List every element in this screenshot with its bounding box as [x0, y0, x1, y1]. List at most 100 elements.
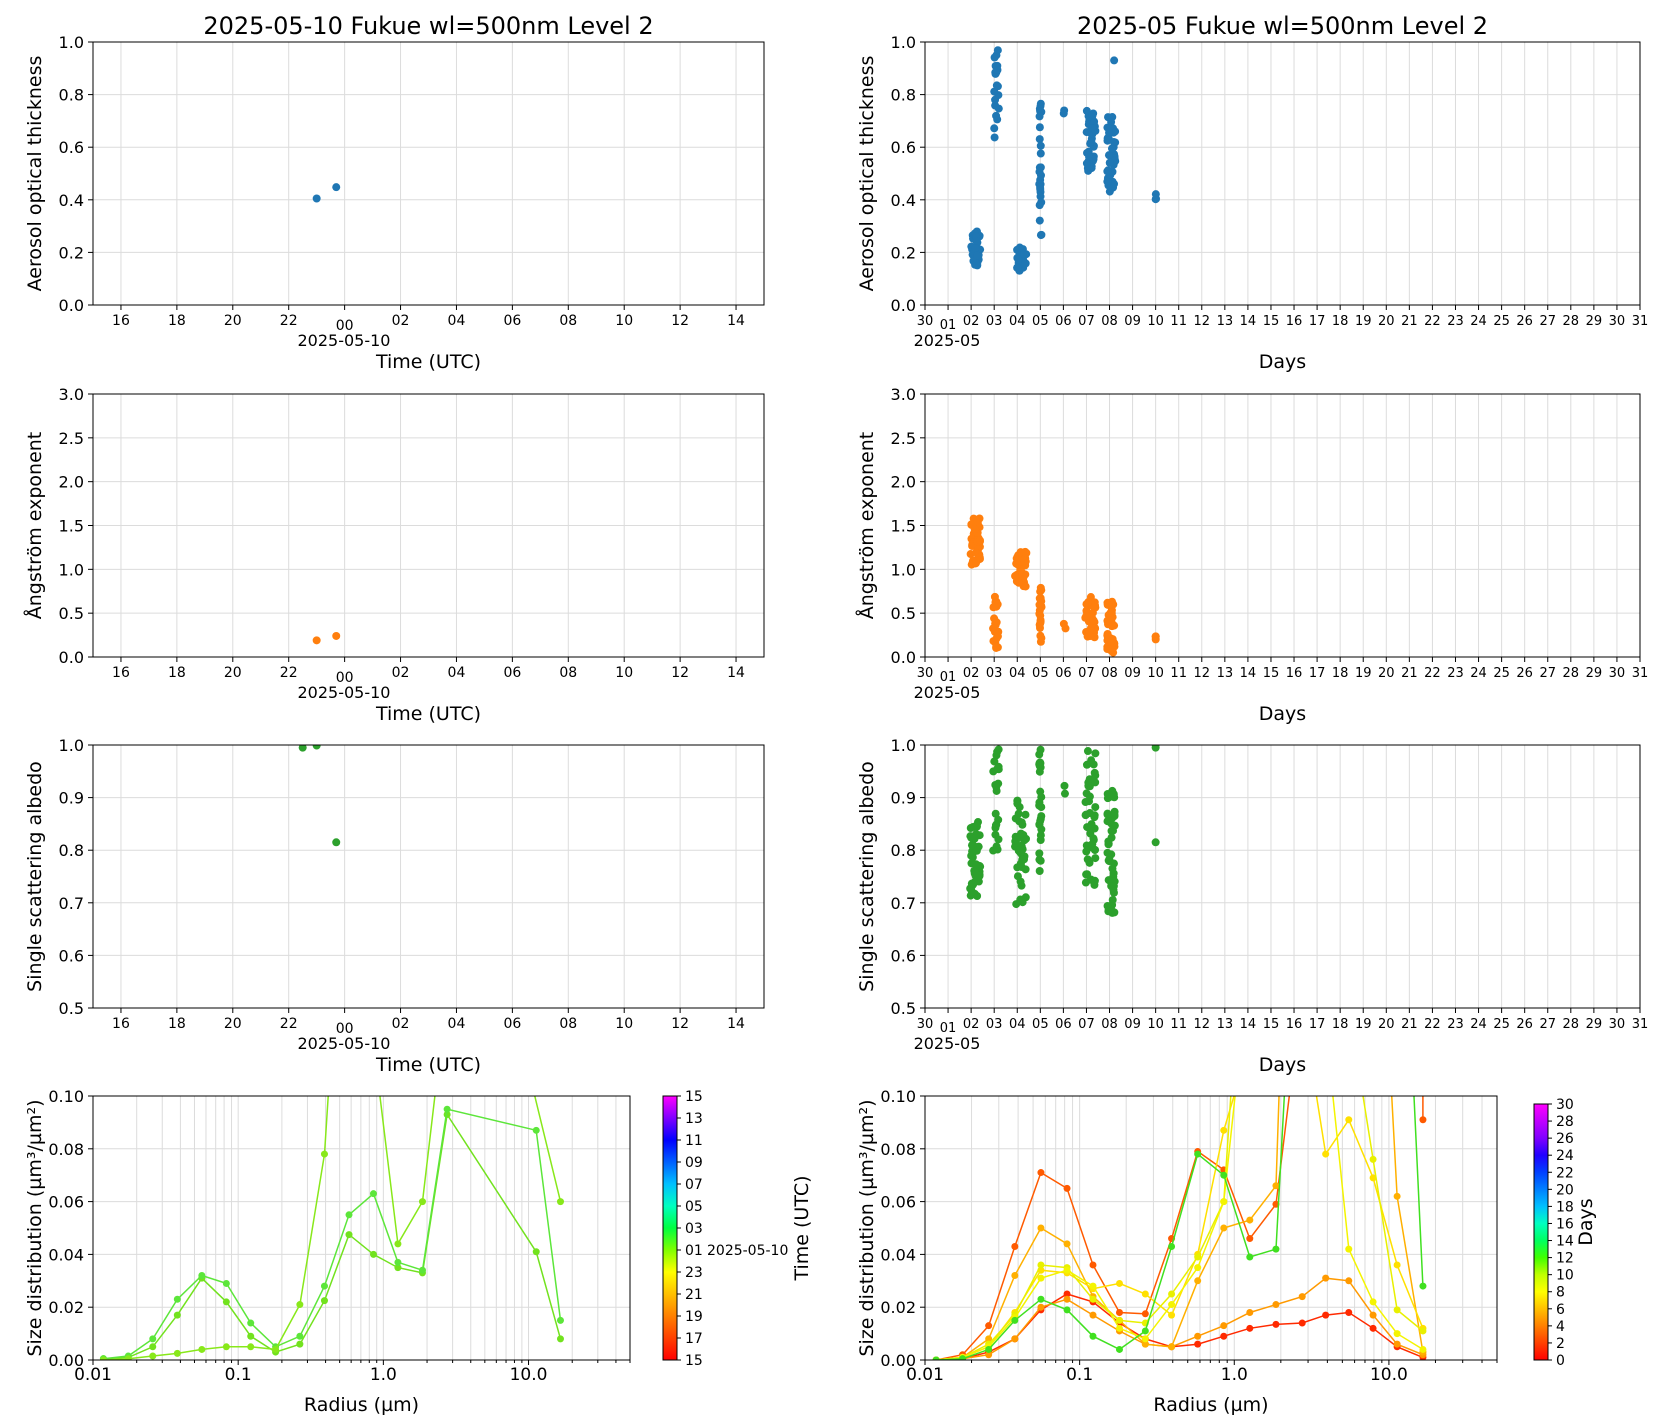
month-size-series-point — [1063, 1295, 1071, 1303]
month-ssa-xtick-label: 18 — [1332, 1017, 1349, 1032]
month-aot-point — [1035, 112, 1044, 121]
month-size-series-point — [1345, 1245, 1353, 1253]
day-aot-ytick-label: 0.0 — [59, 296, 84, 315]
month-ssa-point — [968, 853, 977, 862]
month-ssa-point — [1036, 787, 1045, 796]
day-size-series-point — [247, 1332, 255, 1340]
day-size-series-point — [369, 1250, 377, 1258]
month-size-series-point — [1419, 1116, 1427, 1124]
month-ssa-xtick-label: 09 — [1124, 1017, 1141, 1032]
day-angstrom-xtick-label: 06 — [503, 665, 521, 681]
month-ssa-xtick-label: 26 — [1516, 1017, 1533, 1032]
month-size-colorbar-tick-label: 14 — [1556, 1234, 1574, 1250]
month-size-series-point — [1168, 1242, 1176, 1250]
month-aot-xtick-label: 10 — [1147, 314, 1164, 329]
month-size-colorbar-tick-label: 26 — [1556, 1131, 1574, 1147]
day-ssa-point — [298, 745, 307, 752]
month-ssa-point — [994, 762, 1003, 771]
month-size-colorbar-tick-label: 18 — [1556, 1199, 1574, 1215]
month-size-colorbar-tick-label: 10 — [1556, 1268, 1574, 1284]
month-ssa-point — [1060, 781, 1069, 790]
month-size-series-point — [1393, 1340, 1401, 1348]
month-size-series-point — [1393, 1192, 1401, 1200]
month-ssa-point — [1087, 756, 1096, 765]
month-size-series-point — [1393, 1261, 1401, 1269]
month-angstrom-point — [1036, 619, 1045, 628]
month-ssa-xtick-label: 29 — [1586, 1017, 1603, 1032]
month-ssa-xtick-label: 24 — [1470, 1017, 1487, 1032]
month-ssa-point — [967, 879, 976, 888]
month-ssa-point — [1016, 895, 1025, 904]
day-aot-point — [312, 194, 321, 203]
month-size-series-point — [1246, 1216, 1254, 1224]
month-aot-xtick-label: 08 — [1101, 314, 1118, 329]
month-size-series-point — [1089, 1332, 1097, 1340]
month-aot-xtick-label: 11 — [1170, 314, 1187, 329]
month-aot-point — [992, 111, 1001, 120]
month-angstrom-xtick-label: 05 — [1032, 666, 1049, 681]
day-size-colorbar-tick-label: 05 — [685, 1199, 703, 1215]
day-ssa-xtick-label: 02 — [392, 1016, 410, 1032]
month-ssa-point — [1082, 841, 1091, 850]
month-ssa-xtick-label: 30 — [1609, 1017, 1626, 1032]
day-angstrom-xtick-label: 00 — [336, 670, 354, 686]
month-ssa-ytick-label: 0.9 — [891, 789, 916, 808]
month-ssa-point — [1021, 810, 1030, 819]
day-size-series-point — [247, 1319, 255, 1327]
month-aot-point — [1036, 171, 1045, 180]
month-aot-xtick-label: 31 — [1632, 314, 1649, 329]
month-aot-point — [1037, 230, 1046, 239]
month-size-series-point — [1298, 1293, 1306, 1301]
month-ssa-xtick-label: 08 — [1101, 1017, 1118, 1032]
month-ssa-axes-frame — [924, 744, 1641, 1009]
month-ssa-xtick-label: 28 — [1563, 1017, 1580, 1032]
month-angstrom-point — [1016, 565, 1025, 574]
month-ssa-xtick-label: 07 — [1078, 1017, 1095, 1032]
month-ssa-plot-area — [966, 745, 1160, 917]
month-size-series-point — [1272, 1320, 1280, 1328]
month-ssa-ytick-label: 0.8 — [891, 841, 916, 860]
month-size-series-point — [1037, 1303, 1045, 1311]
month-ssa-point — [1104, 840, 1113, 849]
month-ssa-point — [1151, 838, 1160, 847]
day-size-series-point — [173, 1349, 181, 1357]
day-size-xtick-label: 1.0 — [370, 1365, 397, 1385]
month-aot-xtick-label: 16 — [1286, 314, 1303, 329]
month-ssa-point — [1108, 864, 1117, 873]
month-angstrom-plot-area — [966, 514, 1160, 657]
month-size-colorbar-tick-label: 28 — [1556, 1114, 1574, 1130]
day-angstrom-ytick-label: 1.5 — [59, 517, 84, 536]
month-aot-ytick-label: 1.0 — [891, 33, 916, 52]
month-aot-point — [1085, 153, 1094, 162]
day-ssa-point — [332, 838, 341, 847]
month-size-series-point — [1089, 1295, 1097, 1303]
month-angstrom-point — [1022, 548, 1031, 557]
month-size-xtick-label: 10.0 — [1370, 1365, 1408, 1385]
month-size-series-point — [1037, 1261, 1045, 1269]
month-size-series-point — [1419, 1282, 1427, 1290]
month-size-series-point — [1168, 1301, 1176, 1309]
day-aot-ytick-label: 0.4 — [59, 191, 84, 210]
month-aot-xtick-label: 03 — [986, 314, 1003, 329]
month-angstrom-ytick-label: 1.0 — [891, 560, 916, 579]
month-angstrom-point — [1151, 632, 1160, 641]
month-aot-point — [1110, 179, 1119, 188]
month-angstrom-ytick-label: 3.0 — [891, 385, 916, 404]
day-size-series-point — [149, 1352, 157, 1360]
month-ssa-point — [1017, 818, 1026, 827]
day-ssa-plot-area — [298, 745, 341, 847]
month-angstrom-xtick-label: 15 — [1263, 666, 1280, 681]
month-angstrom-xtick-label: 18 — [1332, 666, 1349, 681]
month-size-series-point — [1220, 1198, 1228, 1206]
month-size-colorbar-tick-label: 30 — [1556, 1097, 1574, 1113]
day-size-plot-area — [99, 1096, 564, 1360]
day-size-series-point — [532, 1248, 540, 1256]
day-ssa-axes-frame — [92, 744, 765, 1009]
day-size-series-point — [556, 1198, 564, 1206]
day-angstrom-xtick-label: 20 — [224, 665, 242, 681]
month-size-axes-frame — [924, 1095, 1498, 1361]
month-aot-point — [972, 237, 981, 246]
month-angstrom-point — [1012, 559, 1021, 568]
month-aot-xtick-label: 19 — [1355, 314, 1372, 329]
month-angstrom-xtick-label: 30 — [917, 666, 934, 681]
